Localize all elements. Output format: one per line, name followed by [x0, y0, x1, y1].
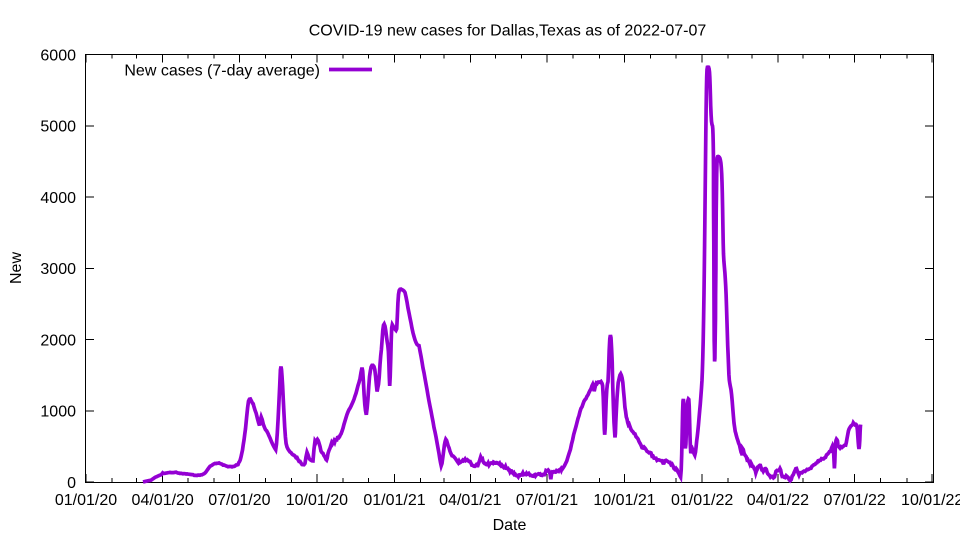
svg-text:New: New [8, 252, 25, 284]
svg-text:01/01/20: 01/01/20 [55, 492, 117, 509]
svg-text:07/01/20: 07/01/20 [208, 492, 270, 509]
svg-text:2000: 2000 [40, 332, 76, 349]
svg-text:COVID-19 new cases for Dallas,: COVID-19 new cases for Dallas,Texas as o… [309, 23, 707, 40]
svg-text:04/01/22: 04/01/22 [747, 492, 809, 509]
svg-text:5000: 5000 [40, 119, 76, 136]
svg-text:10/01/20: 10/01/20 [286, 492, 348, 509]
svg-text:1000: 1000 [40, 404, 76, 421]
svg-text:01/01/22: 01/01/22 [671, 492, 733, 509]
svg-text:4000: 4000 [40, 190, 76, 207]
svg-text:New cases (7-day average): New cases (7-day average) [124, 62, 320, 79]
svg-text:10/01/22: 10/01/22 [901, 492, 960, 509]
svg-text:10/01/21: 10/01/21 [593, 492, 655, 509]
svg-text:Date: Date [493, 517, 527, 534]
svg-text:04/01/20: 04/01/20 [132, 492, 194, 509]
svg-text:01/01/21: 01/01/21 [363, 492, 425, 509]
svg-text:3000: 3000 [40, 261, 76, 278]
svg-text:04/01/21: 04/01/21 [439, 492, 501, 509]
svg-text:07/01/22: 07/01/22 [823, 492, 885, 509]
svg-text:6000: 6000 [40, 47, 76, 64]
svg-text:0: 0 [67, 475, 76, 492]
svg-text:07/01/21: 07/01/21 [516, 492, 578, 509]
